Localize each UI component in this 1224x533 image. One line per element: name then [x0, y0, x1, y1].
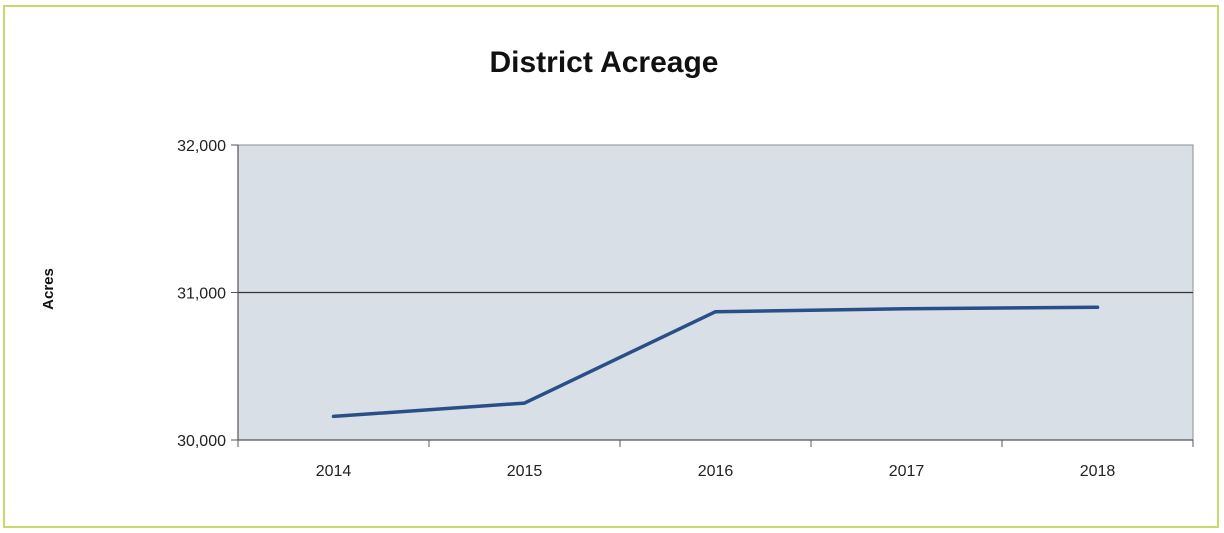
data-point	[332, 414, 335, 418]
data-point	[714, 310, 717, 314]
data-point	[905, 307, 908, 311]
y-tick-label: 32,000	[177, 138, 226, 155]
y-tick-label: 31,000	[177, 286, 226, 303]
x-tick-label: 2014	[316, 463, 352, 480]
x-tick-label: 2016	[698, 463, 734, 480]
data-point	[1096, 305, 1099, 309]
data-point	[523, 401, 526, 405]
x-tick-label: 2018	[1080, 463, 1116, 480]
x-tick-label: 2017	[889, 463, 925, 480]
y-tick-label: 30,000	[177, 433, 226, 450]
x-tick-label: 2015	[507, 463, 543, 480]
plot-area: 30,000 31,000 32,000 2014 2015 2016 2017 2018	[177, 138, 1194, 480]
chart-title: District Acreage	[490, 46, 719, 79]
y-axis-label: Acres	[40, 268, 57, 310]
